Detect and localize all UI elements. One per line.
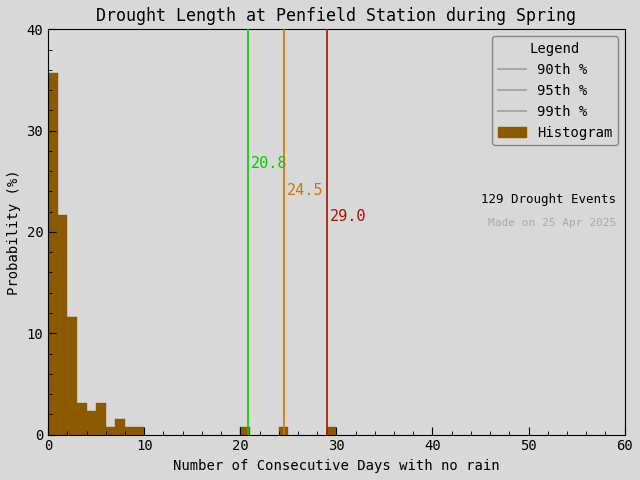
Text: Made on 25 Apr 2025: Made on 25 Apr 2025	[488, 218, 616, 228]
Bar	[48, 73, 58, 434]
Bar	[279, 427, 289, 434]
Bar	[67, 317, 77, 434]
Text: 24.5: 24.5	[287, 183, 323, 198]
Bar	[77, 403, 86, 434]
Legend: 90th %, 95th %, 99th %, Histogram: 90th %, 95th %, 99th %, Histogram	[492, 36, 618, 145]
Title: Drought Length at Penfield Station during Spring: Drought Length at Penfield Station durin…	[97, 7, 577, 25]
Bar	[106, 427, 115, 434]
Bar	[86, 411, 96, 434]
Bar	[327, 427, 337, 434]
Bar	[125, 427, 134, 434]
Text: 29.0: 29.0	[330, 209, 366, 224]
X-axis label: Number of Consecutive Days with no rain: Number of Consecutive Days with no rain	[173, 459, 500, 473]
Bar	[58, 215, 67, 434]
Y-axis label: Probability (%): Probability (%)	[7, 169, 21, 295]
Bar	[96, 403, 106, 434]
Bar	[115, 419, 125, 434]
Text: 20.8: 20.8	[251, 156, 287, 171]
Bar	[134, 427, 144, 434]
Text: 129 Drought Events: 129 Drought Events	[481, 193, 616, 206]
Bar	[240, 427, 250, 434]
